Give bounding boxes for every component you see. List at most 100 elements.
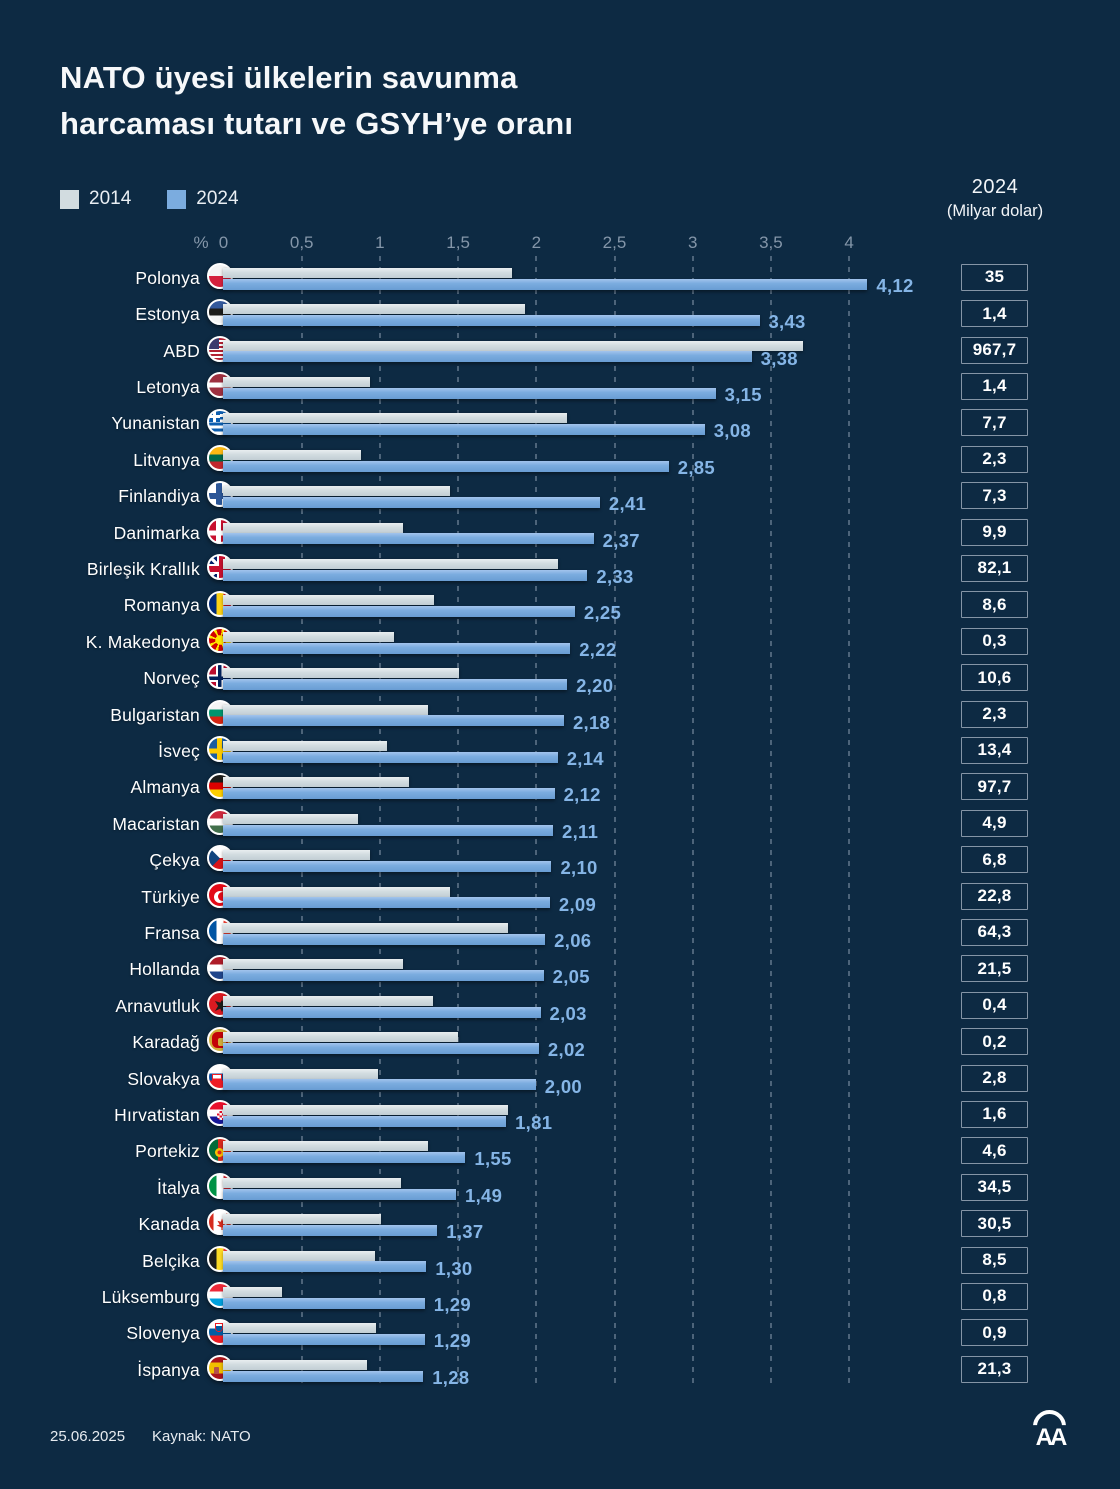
spend-2024-box: 21,3 [961,1355,1028,1383]
bar-2014 [223,813,358,824]
country-row: İspanya 1,28 21,3 [0,1352,1120,1388]
bar-2014 [223,922,508,933]
country-row: Norveç 2,20 10,6 [0,660,1120,696]
bar-2014 [223,1068,378,1079]
spend-2024-box: 22,8 [961,882,1028,910]
bar-2024 [223,1115,507,1127]
bar-2014 [223,959,403,970]
legend-swatch-2024-icon [167,189,187,209]
bar-2014 [223,1214,381,1225]
country-label: Belçika [142,1250,200,1271]
axis-percent-symbol: % [193,233,209,252]
country-label: Letonya [136,376,200,397]
bar-2024 [223,351,752,363]
bar-2024 [223,314,760,326]
axis-tick-label: 2,5 [602,233,627,252]
spend-column-header: 2024 (Milyar dolar) [934,176,1056,221]
bar-value-label-2024: 2,09 [558,893,597,915]
spend-2024-box: 6,8 [961,846,1028,874]
bar-value-label-2024: 2,02 [547,1039,586,1061]
bar-value-label-2024: 2,00 [544,1075,583,1097]
spend-2024-box: 0,4 [961,991,1028,1019]
aa-logo-text: AA [1035,1424,1068,1451]
footer-source: Kaynak: NATO [152,1428,251,1445]
country-label: Hollanda [129,959,200,980]
bar-2014 [223,340,804,351]
country-label: Portekiz [135,1141,200,1162]
country-row: Çekya 2,10 6,8 [0,842,1120,878]
bar-value-label-2024: 3,38 [760,347,798,369]
country-row: Birleşik Krallık 2,33 82,1 [0,551,1120,587]
spend-2024-box: 7,7 [961,409,1028,437]
country-label: ABD [163,340,200,361]
anadolu-agency-logo: AA [1028,1410,1072,1454]
spend-2024-box: 13,4 [961,736,1028,764]
country-row: Karadağ 2,02 0,2 [0,1024,1120,1060]
spend-2024-box: 0,3 [961,627,1028,655]
country-label: Estonya [135,304,200,325]
bar-value-label-2024: 2,03 [549,1002,587,1024]
country-row: Arnavutluk 2,03 0,4 [0,988,1120,1024]
bar-2024 [223,496,600,508]
bar-2024 [223,1188,456,1200]
country-label: Danimarka [113,522,200,543]
bar-2024 [223,278,868,290]
bar-value-label-2024: 2,33 [596,565,634,587]
bar-value-label-2024: 1,29 [433,1330,471,1352]
country-label: İspanya [137,1359,200,1380]
spend-2024-box: 2,8 [961,1064,1028,1092]
spend-2024-box: 2,3 [961,700,1028,728]
bar-2024 [223,642,571,654]
bar-2024 [223,824,553,836]
bar-value-label-2024: 2,18 [572,711,611,733]
spend-2024-box: 10,6 [961,664,1028,692]
gridline [613,256,616,1388]
bar-2024 [223,424,705,436]
spend-2024-box: 0,9 [961,1319,1028,1347]
gridline [378,256,381,1388]
bar-value-label-2024: 2,85 [677,456,715,478]
spend-2024-box: 9,9 [961,518,1028,546]
bar-value-label-2024: 2,41 [608,493,647,515]
page-title-line1: NATO üyesi ülkelerin savunma [60,60,518,95]
country-label: Finlandiya [118,486,200,507]
page-title: NATO üyesi ülkelerin savunma harcaması t… [60,55,573,147]
bar-2024 [223,1079,536,1091]
bar-2014 [223,1141,428,1152]
bar-2014 [223,486,450,497]
bar-value-label-2024: 2,11 [562,820,599,842]
country-label: Kanada [138,1214,200,1235]
country-row: Fransa 2,06 64,3 [0,915,1120,951]
bar-2014 [223,449,361,460]
country-row: Slovenya 1,29 0,9 [0,1315,1120,1351]
country-label: Karadağ [132,1032,200,1053]
page-title-line2: harcaması tutarı ve GSYH’ye oranı [60,106,574,141]
bar-2024 [223,1224,438,1236]
country-label: Almanya [130,777,200,798]
spend-2024-box: 35 [961,263,1028,291]
axis-tick-label: 3,5 [759,233,783,252]
axis-tick-label: 0 [218,233,229,252]
bar-2024 [223,1261,427,1273]
spend-2024-box: 8,5 [961,1246,1028,1274]
bar-value-label-2024: 3,15 [724,383,762,405]
country-label: Litvanya [133,449,200,470]
bar-2014 [223,304,525,315]
country-label: Hırvatistan [114,1104,200,1125]
spend-2024-box: 34,5 [961,1173,1028,1201]
country-row: Türkiye 2,09 22,8 [0,879,1120,915]
country-label: Fransa [144,922,200,943]
spend-2024-box: 21,5 [961,955,1028,983]
bar-value-label-2024: 3,08 [713,420,751,442]
spend-2024-box: 1,4 [961,300,1028,328]
legend-swatch-2014-icon [60,189,79,209]
bar-2014 [223,740,388,751]
country-row: Estonya 3,43 1,4 [0,296,1120,332]
bar-2014 [223,886,450,897]
bar-2014 [223,704,428,715]
country-row: Kanada 1,37 30,5 [0,1206,1120,1242]
bar-2024 [223,606,575,618]
country-row: Slovakya 2,00 2,8 [0,1061,1120,1097]
bar-2014 [223,631,394,642]
spend-2024-box: 0,8 [961,1282,1028,1310]
